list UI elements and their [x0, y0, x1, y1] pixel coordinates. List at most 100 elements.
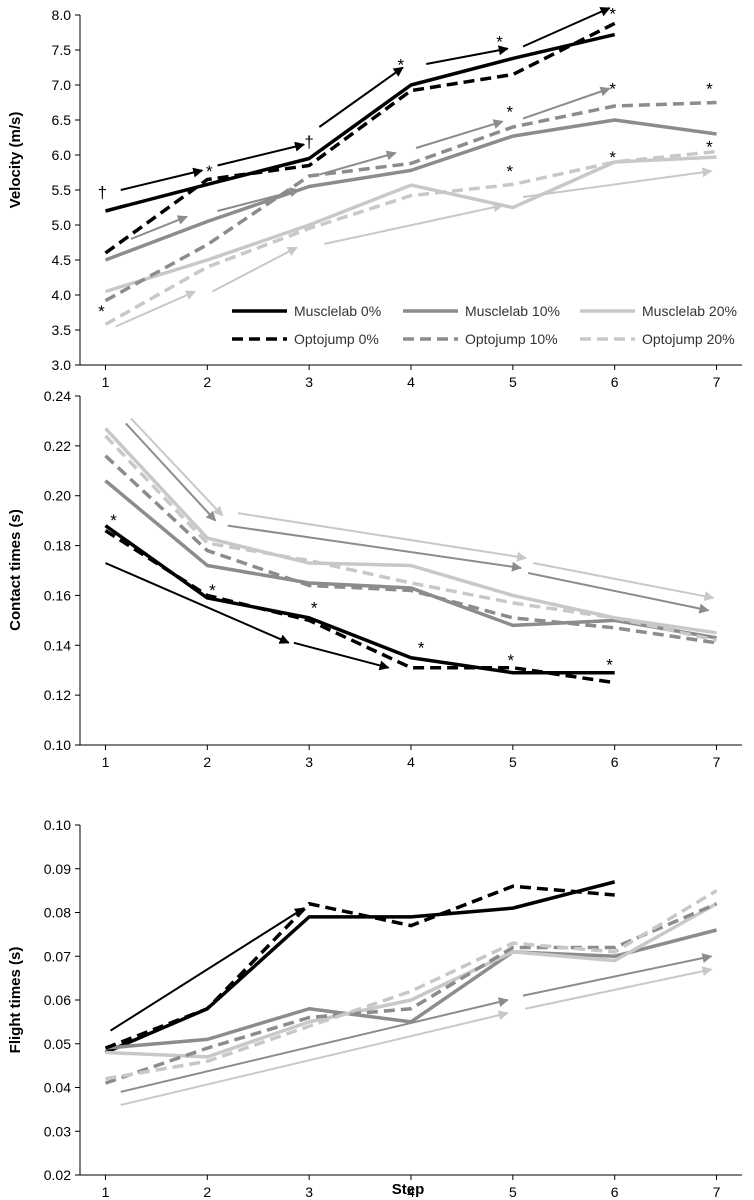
velocity-series-musclelab-0: [105, 32, 616, 213]
velocity-trend-arrow: [130, 215, 188, 240]
velocity-significance-mark: *: [98, 302, 105, 321]
velocity-significance-mark: *: [706, 138, 713, 157]
x-axis-label: Step: [392, 1181, 425, 1198]
velocity-x-tick-label: 6: [611, 374, 619, 390]
velocity-trend-arrow: [415, 119, 504, 149]
velocity-x-tick-label: 4: [407, 374, 415, 390]
contact-series-optojump-10: [104, 454, 717, 645]
flight-trend-arrow: [110, 907, 305, 1032]
velocity-y-axis-label: Velocity (m/s): [7, 112, 24, 209]
velocity-chart: Velocity (m/s) 3.0 3.5 4.0 4.5 5.0 5.5 6.0 6.5 7…: [7, 5, 742, 390]
velocity-y-tick-label: 5.5: [52, 182, 72, 198]
flight-times-chart: Flight times (s) Step 0.02 0.03 0.04 0.05 0.…: [7, 817, 742, 1200]
flight-y-tick-label: 0.05: [44, 1036, 71, 1052]
contact-x-tick-label: 7: [713, 754, 721, 770]
contact-x-tick-label: 4: [407, 754, 415, 770]
velocity-series-optojump-10: [104, 100, 717, 303]
contact-trend-arrow: [533, 562, 715, 602]
velocity-significance-mark: †: [304, 133, 313, 152]
velocity-trend-arrow: [217, 187, 300, 212]
flight-trend-arrow: [120, 997, 509, 1093]
velocity-trend-arrow: [522, 167, 713, 198]
legend-musclelab-10: Musclelab 10%: [465, 303, 560, 319]
contact-y-tick-label: 0.10: [44, 737, 71, 753]
velocity-y-tick-label: 4.5: [52, 252, 72, 268]
velocity-y-tick-label: 3.0: [52, 357, 72, 373]
velocity-significance-mark: *: [506, 103, 513, 122]
velocity-significance-mark: *: [706, 79, 713, 98]
velocity-trend-arrow: [115, 290, 197, 328]
flight-x-tick-label: 1: [102, 1184, 110, 1200]
flight-x-tick-label: 4: [407, 1184, 415, 1200]
velocity-x-tick-label: 3: [305, 374, 313, 390]
flight-trend-arrow: [120, 1010, 509, 1106]
velocity-trend-arrow: [522, 86, 611, 120]
velocity-series-optojump-20: [104, 149, 717, 326]
flight-series-optojump-0: [104, 884, 615, 1050]
velocity-trend-arrow: [319, 150, 397, 176]
contact-series-optojump-20: [104, 434, 717, 643]
legend-optojump-10: Optojump 10%: [465, 331, 558, 347]
legend: Musclelab 0% Musclelab 10% Musclelab 20%…: [232, 303, 737, 347]
flight-y-tick-label: 0.06: [44, 992, 71, 1008]
contact-significance-mark: *: [606, 656, 613, 675]
contact-trend-arrow: [125, 422, 217, 522]
velocity-y-tick-label: 6.5: [52, 112, 72, 128]
flight-trend-arrow: [524, 966, 713, 1010]
contact-series-optojump-0: [104, 529, 615, 685]
legend-musclelab-0: Musclelab 0%: [294, 303, 381, 319]
flight-trend-arrow: [522, 953, 713, 997]
velocity-trend-arrow: [120, 167, 204, 191]
flight-x-tick-label: 5: [509, 1184, 517, 1200]
flight-y-tick-label: 0.09: [44, 861, 71, 877]
velocity-significance-mark: *: [496, 33, 503, 52]
contact-x-tick-label: 6: [611, 754, 619, 770]
velocity-trend-arrow: [217, 141, 306, 167]
flight-y-tick-label: 0.04: [44, 1080, 71, 1096]
velocity-significance-mark: *: [206, 162, 213, 181]
velocity-series-musclelab-10: [104, 118, 717, 262]
velocity-significance-mark: †: [98, 183, 107, 202]
velocity-series-optojump-0: [104, 21, 616, 255]
flight-series-musclelab-0: [104, 880, 616, 1055]
flight-y-tick-label: 0.08: [44, 905, 71, 921]
contact-y-tick-label: 0.18: [44, 538, 71, 554]
velocity-x-tick-label: 2: [203, 374, 211, 390]
velocity-significance-mark: *: [506, 162, 513, 181]
velocity-y-tick-label: 6.0: [52, 147, 72, 163]
contact-y-tick-label: 0.12: [44, 687, 71, 703]
velocity-significance-mark: *: [398, 56, 405, 75]
contact-significance-mark: *: [507, 651, 514, 670]
velocity-y-tick-label: 8.0: [52, 7, 72, 23]
contact-series-musclelab-0: [104, 524, 615, 675]
contact-significance-mark: *: [110, 511, 117, 530]
contact-series-musclelab-10: [104, 479, 717, 640]
contact-y-tick-label: 0.14: [44, 637, 71, 653]
velocity-significance-mark: *: [609, 79, 616, 98]
contact-y-tick-label: 0.20: [44, 488, 71, 504]
velocity-trend-arrow: [324, 202, 504, 245]
flight-y-tick-label: 0.07: [44, 948, 71, 964]
flight-series-optojump-20: [105, 889, 718, 1081]
contact-x-tick-label: 2: [203, 754, 211, 770]
flight-series-optojump-10: [104, 902, 718, 1085]
contact-trend-arrow: [227, 524, 522, 572]
velocity-significance-mark: *: [609, 5, 616, 24]
flight-series-musclelab-10: [105, 928, 717, 1050]
contact-trend-arrow: [237, 512, 528, 562]
velocity-y-tick-label: 7.0: [52, 77, 72, 93]
contact-trend-arrow: [293, 641, 390, 671]
legend-optojump-20: Optojump 20%: [642, 331, 735, 347]
contact-y-tick-label: 0.16: [44, 587, 71, 603]
flight-x-tick-label: 6: [611, 1184, 619, 1200]
contact-y-tick-label: 0.24: [44, 388, 71, 404]
contact-trend-arrow: [527, 572, 710, 614]
flight-x-tick-label: 2: [203, 1184, 211, 1200]
contact-trend-arrow: [130, 417, 224, 517]
velocity-x-tick-label: 5: [509, 374, 517, 390]
contact-significance-mark: *: [418, 638, 425, 657]
flight-y-tick-label: 0.02: [44, 1167, 71, 1183]
velocity-x-tick-label: 7: [713, 374, 721, 390]
velocity-trend-arrow: [211, 246, 298, 293]
